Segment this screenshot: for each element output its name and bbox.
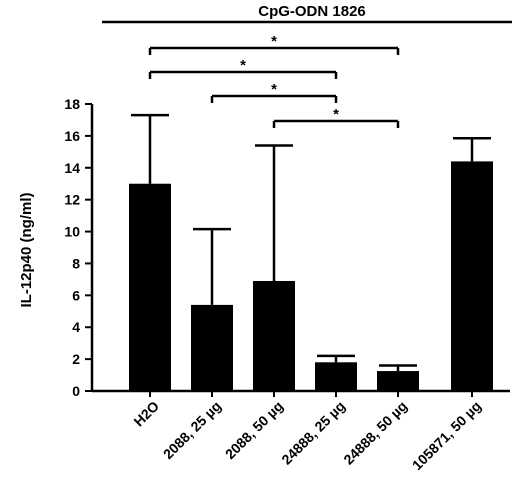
x-tick-label: 2088, 25 µg: [160, 398, 224, 462]
bar: [315, 362, 357, 391]
y-tick-label: 16: [64, 128, 80, 144]
significance-label: *: [333, 106, 339, 123]
x-tick-label: 2088, 50 µg: [222, 398, 286, 462]
y-tick-label: 8: [72, 255, 80, 271]
chart-title: CpG-ODN 1826: [258, 3, 366, 20]
x-tick-label: 24888, 50 µg: [340, 398, 410, 468]
x-tick-label: 105871, 50 µg: [409, 398, 484, 473]
y-tick-label: 2: [72, 351, 80, 367]
bar: [253, 280, 295, 391]
y-axis-label: IL-12p40 (ng/ml): [18, 192, 35, 307]
bar: [451, 161, 493, 391]
y-tick-label: 18: [64, 96, 80, 112]
significance-label: *: [271, 33, 277, 50]
y-tick-label: 12: [64, 192, 80, 208]
bar: [129, 183, 171, 391]
y-tick-label: 0: [72, 383, 80, 399]
bar: [191, 304, 233, 391]
significance-label: *: [271, 81, 277, 98]
y-tick-label: 14: [64, 160, 80, 176]
bar: [377, 371, 419, 391]
y-tick-label: 4: [72, 319, 80, 335]
y-tick-label: 6: [72, 287, 80, 303]
x-tick-label: 24888, 25 µg: [278, 398, 348, 468]
x-tick-label: H2O: [130, 398, 162, 430]
y-tick-label: 10: [64, 224, 80, 240]
significance-label: *: [240, 57, 246, 74]
